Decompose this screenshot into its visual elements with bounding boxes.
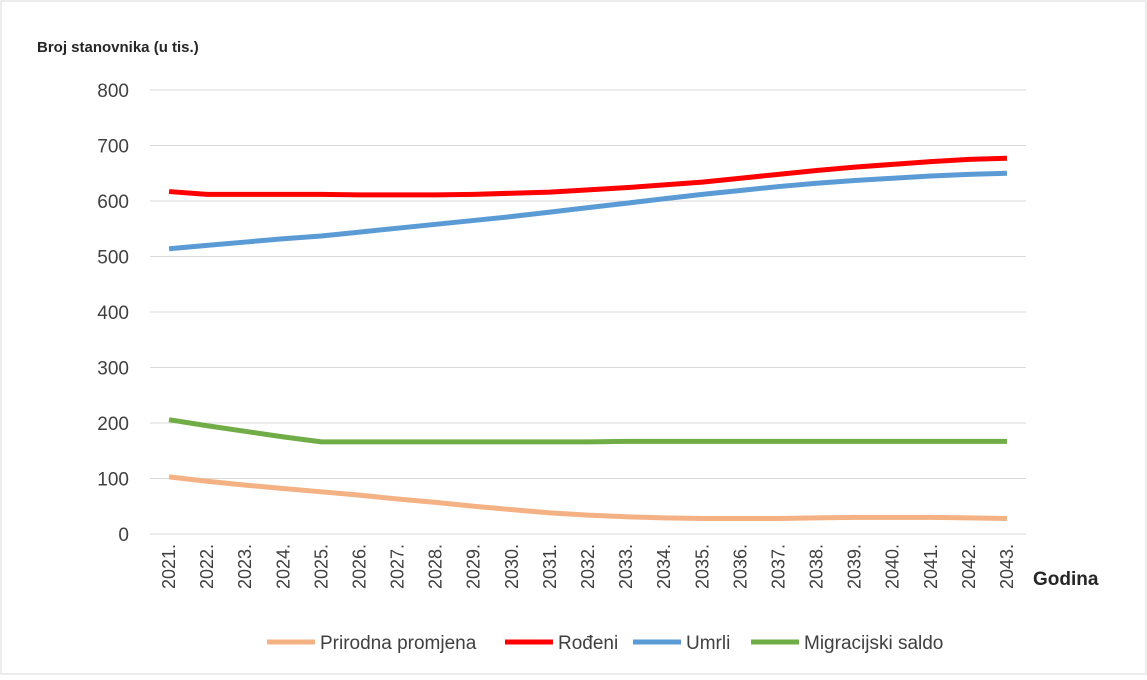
y-tick-label: 400 [97,303,129,324]
x-tick-label: 2037. [768,544,788,589]
x-tick-label: 2035. [692,544,712,589]
x-tick-label: 2041. [921,544,941,589]
x-tick-label: 2031. [540,544,560,589]
y-tick-label: 0 [118,525,129,546]
legend-label: Migracijski saldo [804,633,943,654]
x-tick-label: 2025. [311,544,331,589]
x-tick-label: 2032. [578,544,598,589]
y-tick-label: 300 [97,359,129,380]
y-tick-label: 800 [97,81,129,102]
x-tick-label: 2030. [502,544,522,589]
y-tick-label: 600 [97,192,129,213]
y-tick-label: 700 [97,137,129,158]
legend-label: Umrli [686,633,730,654]
series-line [168,170,1008,252]
series-line [168,417,1007,445]
x-tick-label: 2043. [997,544,1017,589]
series-line [168,155,1008,198]
y-axis-title: Broj stanovnika (u tis.) [37,39,199,56]
x-tick-label: 2036. [730,544,750,589]
x-tick-label: 2042. [959,544,979,589]
x-tick-label: 2040. [883,544,903,589]
x-tick-label: 2039. [845,544,865,589]
x-tick-label: 2033. [616,544,636,589]
y-tick-label: 100 [97,470,129,491]
x-tick-label: 2029. [464,544,484,589]
x-tick-label: 2021. [159,544,179,589]
x-axis-title: Godina [1033,569,1099,590]
x-tick-label: 2024. [273,544,293,589]
legend-label: Rođeni [558,633,618,654]
x-tick-label: 2034. [654,544,674,589]
x-tick-label: 2027. [388,544,408,589]
x-tick-label: 2026. [349,544,369,589]
legend-label: Prirodna promjena [320,633,477,654]
x-tick-label: 2022. [197,544,217,589]
y-tick-label: 200 [97,414,129,435]
x-tick-label: 2038. [807,544,827,589]
series-line [168,474,1007,521]
y-tick-label: 500 [97,248,129,269]
x-tick-label: 2028. [426,544,446,589]
x-tick-label: 2023. [235,544,255,589]
